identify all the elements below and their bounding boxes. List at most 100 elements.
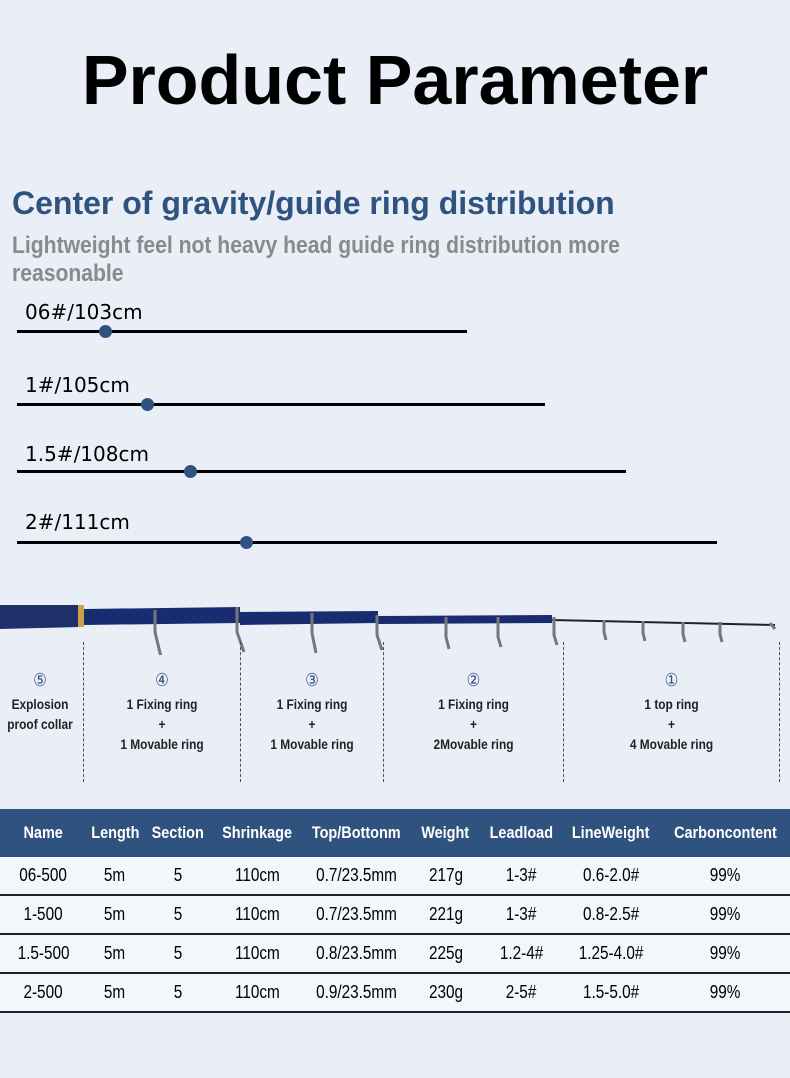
table-cell: 230g	[410, 973, 482, 1013]
table-cell: 0.8-2.5#	[560, 895, 661, 935]
cell-value: 225g	[428, 943, 463, 963]
section-1: ① 1 top ring + 4 Movable ring	[580, 670, 763, 754]
section-number: ⑤	[33, 670, 47, 690]
table-cell: 99%	[660, 934, 790, 974]
gravity-label: 2#/111cm	[25, 510, 130, 534]
table-cell: 2-500	[0, 973, 87, 1013]
rod-length-bar	[17, 541, 717, 544]
cell-value: 2-5#	[505, 982, 537, 1002]
cell-value: 110cm	[235, 904, 280, 924]
cell-value: 1-3#	[505, 904, 537, 924]
cell-value: 0.7/23.5mm	[315, 865, 397, 885]
table-cell: 0.9/23.5mm	[302, 973, 411, 1013]
table-cell: 217g	[410, 857, 482, 896]
column-header: Top/Bottonm	[302, 809, 411, 857]
section-text: 1 Fixing ring	[276, 696, 348, 712]
table-cell: 06-500	[0, 857, 87, 896]
cell-value: 110cm	[235, 982, 280, 1002]
section-divider	[83, 642, 84, 782]
cell-value: 1.5-5.0#	[582, 982, 639, 1002]
table-cell: 1.5-500	[0, 934, 87, 974]
gravity-point	[141, 398, 154, 411]
section-text: 1 Fixing ring	[126, 696, 198, 712]
section-number: ①	[664, 670, 679, 690]
section-text: 1 Fixing ring	[438, 696, 509, 712]
cell-value: 06-500	[19, 865, 68, 885]
table-cell: 0.6-2.0#	[560, 857, 661, 896]
table-cell: 99%	[660, 857, 790, 896]
table-cell: 221g	[410, 895, 482, 935]
column-header-label: LineWeight	[571, 823, 650, 842]
table-cell: 0.7/23.5mm	[302, 895, 411, 935]
cell-value: 110cm	[235, 943, 280, 963]
table-cell: 1-3#	[481, 895, 561, 935]
column-header-label: Name	[23, 823, 63, 842]
cell-value: 5	[173, 865, 183, 885]
section-number: ③	[305, 670, 319, 690]
section-text: +	[158, 716, 166, 732]
cell-value: 5m	[104, 865, 126, 885]
section-text: Explosion	[11, 696, 69, 712]
table-cell: 1-3#	[481, 857, 561, 896]
table-cell: 99%	[660, 895, 790, 935]
rod-length-bar	[17, 470, 626, 473]
column-header: Length	[86, 809, 144, 857]
section-number: ②	[466, 670, 481, 690]
section-description: Lightweight feel not heavy head guide ri…	[12, 232, 620, 287]
column-header: Carboncontent	[660, 809, 790, 857]
cell-value: 5	[173, 943, 183, 963]
column-header: Name	[0, 809, 87, 857]
column-header-label: Top/Bottonm	[311, 823, 401, 842]
cell-value: 99%	[709, 904, 741, 924]
section-divider	[383, 642, 384, 782]
cell-value: 5	[173, 982, 183, 1002]
table-row: 1-500 5m 5 110cm 0.7/23.5mm 221g 1-3# 0.8-2.5# 9…	[0, 895, 790, 935]
section-5: ⑤ Explosion proof collar	[4, 670, 75, 734]
column-header-label: Leadload	[489, 823, 553, 842]
table-cell: 110cm	[212, 895, 303, 935]
table-cell: 1-500	[0, 895, 87, 935]
rod-length-bar	[17, 330, 467, 333]
section-text: +	[668, 716, 675, 732]
section-number: ④	[155, 670, 169, 690]
section-divider	[240, 642, 241, 782]
gravity-label: 06#/103cm	[25, 300, 143, 324]
table-cell: 1.25-4.0#	[560, 934, 661, 974]
table-cell: 5	[143, 857, 213, 896]
column-header: LineWeight	[560, 809, 661, 857]
fishing-rod-image	[0, 605, 777, 655]
cell-value: 5m	[104, 943, 126, 963]
section-4: ④ 1 Fixing ring + 1 Movable ring	[96, 670, 229, 754]
table-header-row: Name Length Section Shrinkage Top/Bottonm Wei…	[0, 809, 790, 857]
section-text: 1 top ring	[644, 696, 699, 712]
cell-value: 110cm	[235, 865, 280, 885]
cell-value: 0.7/23.5mm	[315, 904, 397, 924]
column-header-label: Section	[151, 823, 205, 842]
table-row: 1.5-500 5m 5 110cm 0.8/23.5mm 225g 1.2-4# 1.25-…	[0, 934, 790, 974]
section-text: 1 Movable ring	[270, 736, 354, 752]
cell-value: 2-500	[23, 982, 63, 1002]
cell-value: 230g	[428, 982, 463, 1002]
gravity-label: 1.5#/108cm	[25, 442, 149, 466]
column-header: Leadload	[481, 809, 561, 857]
section-text: +	[470, 716, 477, 732]
table-cell: 5	[143, 934, 213, 974]
cell-value: 217g	[428, 865, 463, 885]
column-header: Section	[143, 809, 213, 857]
column-header: Weight	[410, 809, 482, 857]
cell-value: 0.9/23.5mm	[315, 982, 397, 1002]
section-divider	[779, 642, 780, 782]
gravity-point	[99, 325, 112, 338]
cell-value: 5m	[104, 982, 126, 1002]
cell-value: 1.2-4#	[499, 943, 543, 963]
table-cell: 5	[143, 973, 213, 1013]
section-3: ③ 1 Fixing ring + 1 Movable ring	[252, 670, 373, 754]
cell-value: 1.5-500	[17, 943, 70, 963]
parameter-table: Name Length Section Shrinkage Top/Bottonm Wei…	[0, 809, 790, 1013]
section-text: proof collar	[7, 716, 73, 732]
cell-value: 1.25-4.0#	[578, 943, 643, 963]
section-text: 4 Movable ring	[629, 736, 714, 752]
column-header: Shrinkage	[212, 809, 303, 857]
table-cell: 99%	[660, 973, 790, 1013]
